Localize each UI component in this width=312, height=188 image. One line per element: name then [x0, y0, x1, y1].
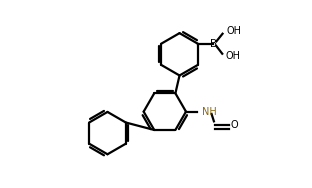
Text: B: B [211, 39, 217, 49]
Text: O: O [230, 120, 238, 130]
Text: OH: OH [225, 51, 240, 61]
Text: OH: OH [227, 26, 241, 36]
Text: NH: NH [202, 107, 217, 117]
